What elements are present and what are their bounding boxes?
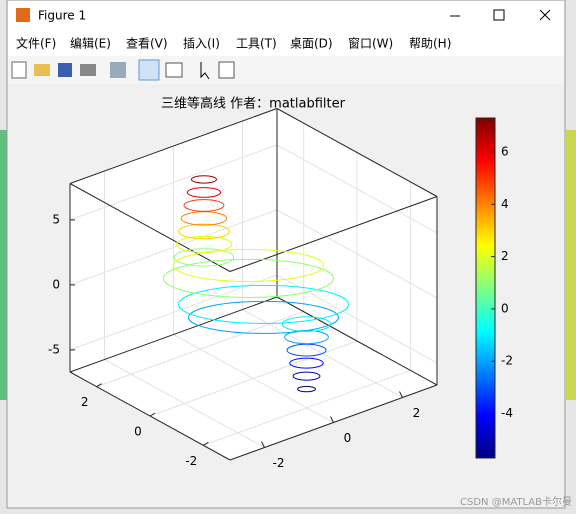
tool-open[interactable] — [34, 64, 50, 76]
x-tick-label: 2 — [413, 406, 421, 420]
z-tick-label: 0 — [52, 277, 60, 291]
close-button[interactable] — [539, 9, 551, 21]
menu-group: 文件(F) 编辑(E) 查看(V) 插入(I) 工具(T) 桌面(D) 窗口(W) 帮助(H) — [16, 36, 451, 51]
colorbar-tick-label: 2 — [501, 249, 509, 263]
tick-mark — [261, 441, 265, 448]
toolbar-icons — [11, 59, 235, 81]
box-edge — [229, 196, 438, 272]
menu-item[interactable]: 窗口(W) — [348, 37, 393, 51]
window-title: Figure 1 — [38, 9, 86, 23]
tool-property[interactable] — [218, 61, 235, 79]
y-tick-label: 2 — [81, 395, 89, 409]
contour-line — [297, 385, 316, 393]
box-edge — [276, 108, 438, 197]
app-icon — [16, 8, 30, 22]
contour-line — [163, 258, 334, 298]
menu-item[interactable]: 插入(I) — [183, 37, 220, 51]
grid-line — [203, 369, 411, 446]
contour-line — [186, 187, 222, 198]
box-edge — [276, 296, 438, 386]
x-tick-label: -2 — [273, 456, 285, 470]
contour-line — [180, 211, 228, 226]
y-tick-label: 0 — [134, 425, 142, 439]
x-tick-label: 0 — [344, 431, 352, 445]
menu-item[interactable]: 桌面(D) — [290, 37, 333, 51]
title-bar — [8, 1, 564, 31]
background-window — [566, 130, 576, 400]
contour-line — [289, 357, 324, 369]
tool-legend[interactable] — [165, 62, 183, 78]
y-tick-label: -2 — [185, 454, 197, 468]
tick-mark — [399, 391, 403, 398]
plot-area: 三维等高线 作者：matlabfilter -5 0 5 -2 0 2 -2 0 2 -4 -2 0 2… — [48, 96, 513, 471]
colorbar-tick-label: 0 — [501, 301, 509, 315]
watermark: CSDN @MATLAB卡尔曼 — [460, 495, 572, 508]
menu-item[interactable]: 文件(F) — [16, 36, 56, 51]
menu-bar — [8, 31, 564, 56]
maximize-button[interactable] — [493, 9, 505, 21]
menu-item[interactable]: 工具(T) — [236, 37, 277, 51]
contour-line — [183, 199, 225, 212]
z-tick-label: 5 — [52, 212, 60, 226]
tool-print[interactable] — [80, 64, 96, 76]
menu-item[interactable]: 帮助(H) — [409, 37, 451, 51]
tick-mark — [203, 441, 209, 446]
colorbar-tick-label: 4 — [501, 197, 509, 211]
z-tick-label: -5 — [48, 342, 60, 356]
contour-line — [173, 248, 235, 267]
contour-line — [178, 223, 230, 240]
box-edge — [69, 183, 231, 272]
tool-save[interactable] — [58, 63, 72, 77]
colorbar-tick-label: 6 — [501, 145, 509, 159]
contour-line — [188, 300, 339, 334]
menu-item[interactable]: 编辑(E) — [70, 36, 111, 51]
colorbar-tick-label: -4 — [501, 406, 513, 420]
colorbar — [475, 117, 496, 459]
tool-link[interactable] — [110, 62, 126, 78]
tick-mark — [96, 383, 102, 388]
box-edge — [69, 296, 278, 373]
tool-new[interactable] — [11, 61, 27, 79]
chart-title: 三维等高线 作者：matlabfilter — [161, 96, 346, 112]
tool-colorbar[interactable] — [138, 59, 160, 81]
background-window — [0, 130, 8, 400]
tick-mark — [330, 416, 334, 423]
menu-item[interactable]: 查看(V) — [126, 37, 168, 51]
contour-line — [281, 316, 332, 332]
contour-line — [286, 343, 327, 357]
toolbar — [8, 56, 564, 84]
colorbar-tick-label: -2 — [501, 354, 513, 368]
contour-line — [292, 371, 321, 381]
contour-line — [173, 248, 324, 282]
tick-mark — [149, 412, 156, 417]
contour-line — [190, 175, 217, 184]
tool-pointer[interactable] — [200, 62, 210, 80]
contour-line — [178, 284, 349, 324]
box-edge — [69, 108, 278, 184]
grid-line — [96, 311, 304, 388]
